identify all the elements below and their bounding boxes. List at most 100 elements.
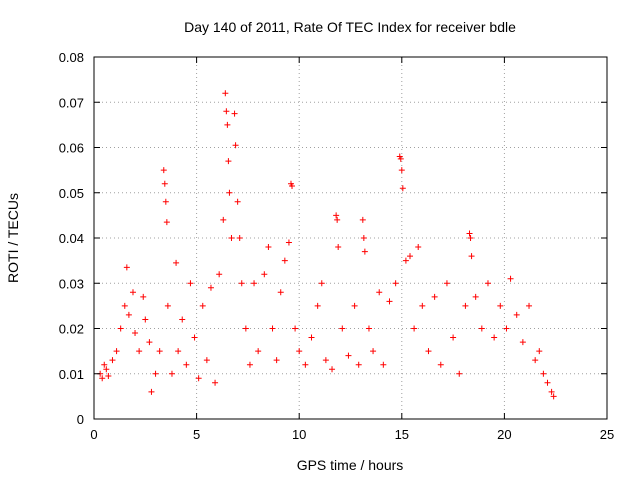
y-tick-label: 0.04 [59,231,84,246]
data-point [411,325,418,332]
data-point [246,361,253,368]
data-point [228,235,235,241]
data-point [281,257,288,264]
data-point [431,293,438,300]
data-point [497,302,504,309]
data-point [334,216,341,223]
data-point [123,264,130,271]
axis-ticks: 0 5 10 15 20 25 0 0.01 0.02 0.03 0.04 0.05 0.06 0.07 0… [59,50,615,442]
data-point [503,325,510,332]
data-point [223,108,230,115]
y-tick-label: 0.06 [59,141,84,156]
data-point [175,348,182,355]
data-point [329,366,336,373]
data-point [216,271,223,278]
data-point [161,180,168,187]
data-point [308,334,315,341]
data-point [142,316,149,323]
data-point [105,373,112,380]
y-tick-label: 0 [77,412,84,427]
data-point [168,370,175,377]
x-tick-label: 5 [193,427,200,442]
data-point [207,284,214,291]
y-tick-label: 0.02 [59,322,84,337]
data-point [199,302,206,309]
data-point [162,198,169,205]
data-point [222,90,229,97]
data-point [415,244,422,251]
x-axis-label: GPS time / hours [297,457,404,473]
y-tick-label: 0.01 [59,367,84,382]
y-tick-label: 0.05 [59,186,84,201]
data-point [212,379,219,386]
data-point [163,219,170,226]
chart-title: Day 140 of 2011, Rate Of TEC Index for r… [184,19,516,35]
data-point [238,280,245,287]
data-point [484,280,491,287]
data-point [113,348,120,355]
data-point [314,302,321,309]
data-point [296,348,303,355]
data-point [513,311,520,318]
data-point [255,348,262,355]
x-tick-label: 25 [600,427,614,442]
data-point [232,142,239,149]
data-point [360,235,367,241]
data-point [236,235,243,241]
data-point [234,198,241,205]
data-point [376,289,383,296]
data-point [544,379,551,386]
data-point [407,253,414,260]
data-point [333,212,340,219]
x-tick-label: 20 [497,427,511,442]
data-point [519,339,526,346]
data-point [226,189,233,196]
data-point [292,325,299,332]
data-point [148,388,155,395]
x-tick-label: 0 [90,427,97,442]
data-point [103,366,110,373]
data-point [136,348,143,355]
data-point [398,167,405,174]
data-point [203,357,210,364]
data-point [339,325,346,332]
data-point [437,361,444,368]
data-point [450,334,457,341]
data-point [156,348,163,355]
data-point [289,182,296,189]
data-point [261,271,268,278]
data-point [285,239,292,246]
data-point [179,316,186,323]
data-point [125,311,132,318]
y-tick-label: 0.08 [59,50,84,65]
data-point [164,302,171,309]
data-point [220,216,227,223]
data-point [361,248,368,255]
data-point [365,325,372,332]
data-point [550,393,557,400]
data-point [478,325,485,332]
data-point [507,275,514,282]
data-point [152,370,159,377]
data-point [386,298,393,305]
data-point [302,361,309,368]
y-tick-label: 0.03 [59,276,84,291]
data-point [251,280,258,287]
data-point [146,339,153,346]
data-point [109,357,116,364]
data-point [359,216,366,223]
data-point [132,330,139,337]
data-point [425,348,432,355]
data-point [392,280,399,287]
data-point [231,110,238,117]
data-point [491,334,498,341]
data-point [173,259,180,266]
data-point [140,293,147,300]
data-point [532,357,539,364]
data-point [466,230,473,237]
data-point [335,244,342,251]
data-point [456,370,463,377]
data-point [472,293,479,300]
data-point [399,185,406,192]
